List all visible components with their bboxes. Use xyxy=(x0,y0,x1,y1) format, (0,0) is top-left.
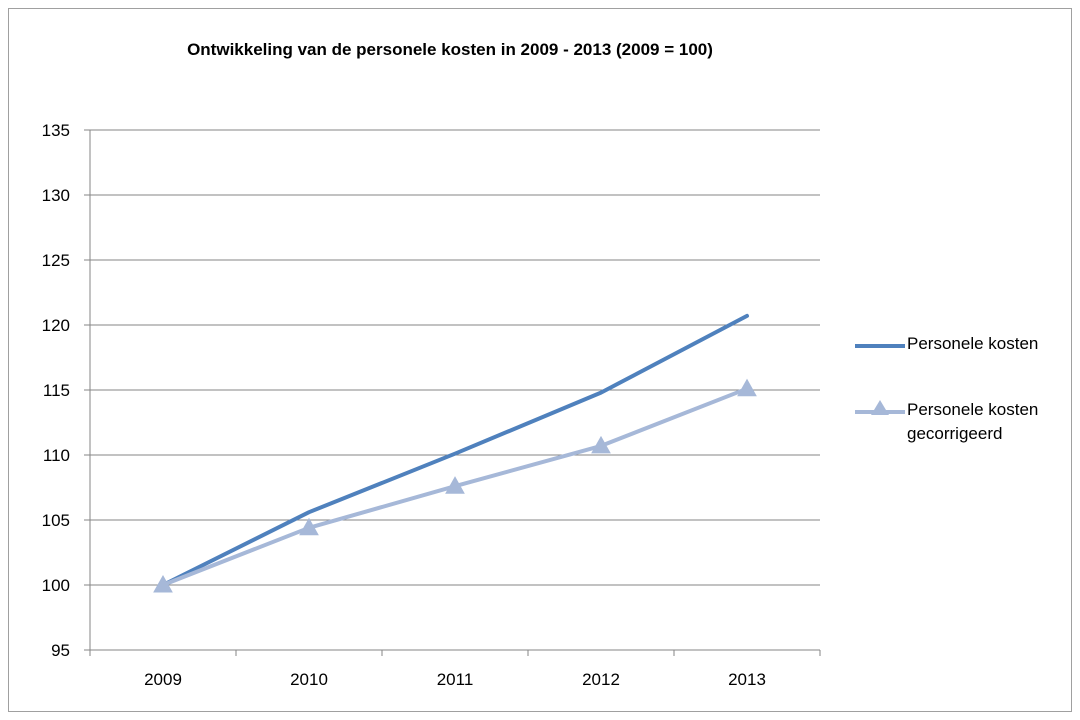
data-point-triangle xyxy=(591,435,611,454)
y-tick-label: 135 xyxy=(42,121,70,140)
x-tick-label: 2010 xyxy=(290,670,328,689)
data-point-triangle xyxy=(737,378,757,397)
y-tick-label: 105 xyxy=(42,511,70,530)
x-tick-label: 2011 xyxy=(437,670,474,689)
series-line-1 xyxy=(161,313,749,587)
y-tick-label: 95 xyxy=(51,641,70,660)
data-point-triangle xyxy=(299,517,319,536)
legend-label: Personele kosten gecorrigeerd xyxy=(907,400,1039,443)
legend-item-personele-kosten-gecorrigeerd: Personele kosten gecorrigeerd xyxy=(855,396,1080,462)
y-tick-label: 120 xyxy=(42,316,70,335)
legend-swatch-line xyxy=(855,344,905,348)
chart-frame xyxy=(8,8,1072,712)
legend-label: Personele kosten xyxy=(907,334,1039,353)
data-point-triangle xyxy=(445,476,465,494)
y-tick-label: 110 xyxy=(43,446,70,465)
x-tick-label: 2013 xyxy=(728,670,766,689)
legend: Personele kosten Personele kosten gecorr… xyxy=(855,330,1080,462)
y-tick-label: 125 xyxy=(42,251,70,270)
y-tick-label: 115 xyxy=(43,381,70,400)
legend-triangle-marker-icon xyxy=(871,400,889,415)
chart-title: Ontwikkeling van de personele kosten in … xyxy=(187,40,713,59)
x-tick-label: 2012 xyxy=(582,670,620,689)
data-point-triangle xyxy=(153,574,173,593)
y-tick-label: 130 xyxy=(42,186,70,205)
y-tick-label: 100 xyxy=(42,576,70,595)
legend-item-personele-kosten: Personele kosten xyxy=(855,330,1080,396)
x-tick-label: 2009 xyxy=(144,670,182,689)
